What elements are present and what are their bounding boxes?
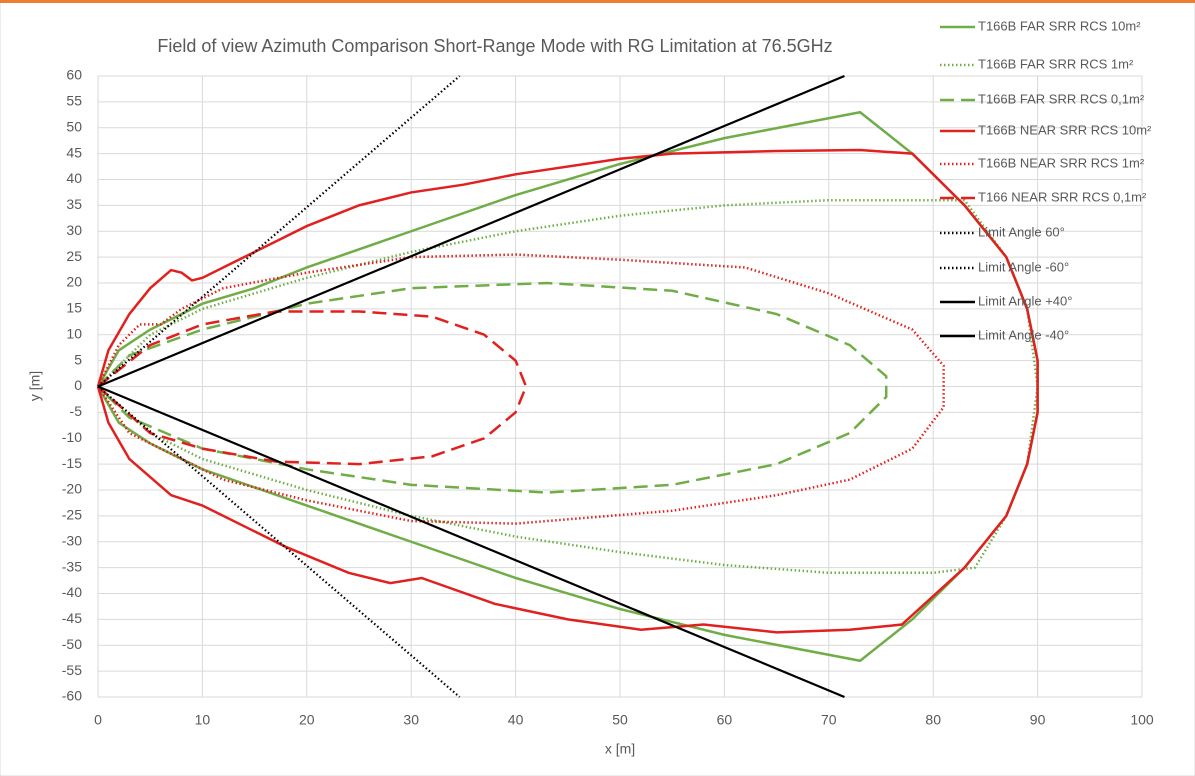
y-tick-label: 60 [66, 67, 82, 83]
x-tick-label: 100 [1130, 712, 1154, 728]
x-tick-label: 0 [94, 712, 102, 728]
y-tick-label: -25 [62, 507, 82, 523]
y-tick-label: -5 [70, 403, 83, 419]
legend-label: T166B FAR SRR RCS 0,1m² [978, 91, 1145, 106]
top-border [0, 0, 1195, 3]
legend-label: Limit Angle -40° [978, 327, 1069, 342]
legend-label: T166B NEAR SRR RCS 1m² [978, 155, 1145, 170]
y-tick-label: -40 [62, 584, 82, 600]
y-tick-label: 55 [66, 93, 82, 109]
legend-label: T166B FAR SRR RCS 10m² [978, 18, 1141, 33]
series-line [97, 75, 461, 388]
series-line [97, 310, 528, 466]
chart-title: Field of view Azimuth Comparison Short-R… [157, 36, 832, 56]
x-tick-label: 50 [612, 712, 628, 728]
y-tick-label: 30 [66, 222, 82, 238]
x-tick-label: 20 [299, 712, 315, 728]
y-tick-label: 15 [66, 300, 82, 316]
x-axis-label: x [m] [605, 741, 635, 757]
y-tick-label: -55 [62, 662, 82, 678]
legend-label: T166 NEAR SRR RCS 0,1m² [978, 189, 1147, 204]
legend-label: Limit Angle 60° [978, 224, 1065, 239]
y-tick-label: 0 [74, 377, 82, 393]
y-tick-label: 40 [66, 170, 82, 186]
x-tick-label: 30 [403, 712, 419, 728]
y-tick-label: 5 [74, 351, 82, 367]
y-tick-label: 35 [66, 196, 82, 212]
x-tick-label: 40 [508, 712, 524, 728]
y-tick-label: 10 [66, 325, 82, 341]
y-tick-label: 50 [66, 118, 82, 134]
legend-label: Limit Angle -60° [978, 259, 1069, 274]
y-tick-label: -10 [62, 429, 82, 445]
y-axis-label: y [m] [27, 371, 43, 401]
legend-label: T166B FAR SRR RCS 1m² [978, 56, 1134, 71]
x-tick-label: 80 [925, 712, 941, 728]
y-tick-label: 45 [66, 144, 82, 160]
y-tick-label: -15 [62, 455, 82, 471]
x-tick-label: 10 [195, 712, 211, 728]
y-tick-label: -60 [62, 688, 82, 704]
series-line [96, 253, 945, 525]
legend-label: Limit Angle +40° [978, 293, 1072, 308]
x-tick-label: 60 [717, 712, 733, 728]
y-tick-label: -20 [62, 481, 82, 497]
series-line [97, 385, 461, 698]
y-tick-label: -45 [62, 610, 82, 626]
y-tick-label: 25 [66, 248, 82, 264]
y-tick-label: -35 [62, 558, 82, 574]
series-line [96, 148, 1039, 634]
series-line [97, 281, 888, 494]
series-line [97, 74, 845, 388]
series-line [97, 385, 845, 699]
x-tick-label: 70 [821, 712, 837, 728]
y-tick-label: 20 [66, 274, 82, 290]
y-tick-label: -30 [62, 532, 82, 548]
x-tick-label: 90 [1030, 712, 1046, 728]
y-tick-label: -50 [62, 636, 82, 652]
legend-label: T166B NEAR SRR RCS 10m² [978, 122, 1152, 137]
series-line [97, 198, 1039, 575]
